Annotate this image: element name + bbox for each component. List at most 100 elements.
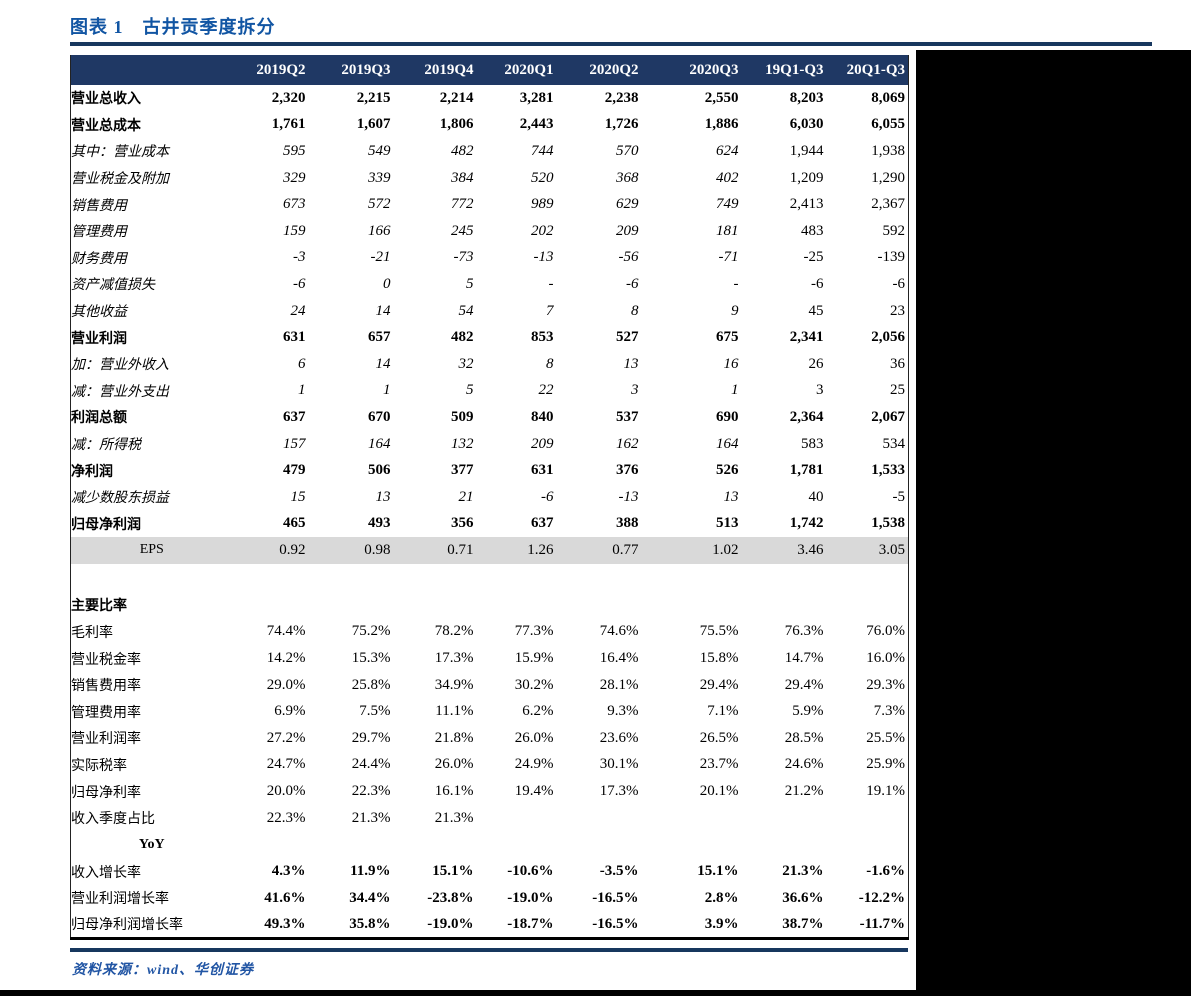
cell-value: 17.3% (599, 783, 639, 800)
cell-value: 29.0% (266, 676, 306, 693)
table-row: 减：所得税 157 164 132 209 162 164 583 534 (71, 431, 909, 458)
cell-value: 21.3% (782, 863, 824, 880)
cell-value: -6 (541, 488, 554, 505)
table-row: 销售费用率 29.0% 25.8% 34.9% 30.2% 28.1% 29.4% 29.4%… (71, 672, 909, 699)
cell-value: -16.5% (592, 915, 639, 932)
cell-value: 1.26 (527, 541, 554, 558)
cell-value: 16.4% (599, 650, 639, 667)
cell-value: 25 (890, 382, 905, 399)
cell-value: 384 (451, 169, 474, 186)
cell-value: 744 (531, 142, 554, 159)
cell-value: 157 (283, 435, 306, 452)
cell-value: 26 (808, 355, 824, 372)
section-header-row: 主要比率 (71, 592, 909, 619)
cell-value (233, 831, 309, 858)
cell-value: 2,238 (604, 89, 639, 106)
cell-value: 629 (616, 196, 639, 213)
column-header: 2019Q4 (424, 61, 474, 78)
cell-value: 482 (451, 329, 474, 346)
cell-value: 2,550 (704, 89, 739, 106)
cell-value: 0.92 (279, 541, 306, 558)
cell-value: 6.9% (274, 703, 306, 720)
table-row: 管理费用率 6.9% 7.5% 11.1% 6.2% 9.3% 7.1% 5.9% 7.3% (71, 698, 909, 725)
cell-value: 45 (808, 302, 824, 319)
cell-value: 7.3% (873, 703, 905, 720)
cell-value: 1,938 (871, 142, 905, 159)
cell-value: 2,367 (871, 196, 905, 213)
cell-value: 356 (451, 515, 474, 532)
cell-value: -6 (811, 275, 824, 292)
cell-value: 1,944 (789, 142, 824, 159)
table-row: 加：营业外收入 6 14 32 8 13 16 26 36 (71, 351, 909, 378)
cell-value (557, 592, 642, 619)
column-header: 2019Q3 (341, 61, 391, 78)
cell-value: 549 (368, 142, 391, 159)
cell-value: 631 (531, 462, 554, 479)
cell-value: 11.1% (435, 703, 474, 720)
cell-value: 482 (451, 142, 474, 159)
cell-value: 572 (368, 196, 391, 213)
cell-value: 506 (368, 462, 391, 479)
column-header: 2020Q1 (504, 61, 554, 78)
row-label: 毛利率 (71, 625, 113, 641)
cell-value: 1,538 (871, 515, 905, 532)
cell-value: 0 (383, 275, 391, 292)
cell-value: 1,761 (271, 116, 306, 133)
cell-value: 34.9% (434, 676, 474, 693)
cell-value (309, 592, 394, 619)
cell-value: 1.02 (712, 541, 739, 558)
row-label: 减：所得税 (71, 438, 141, 454)
cell-value: 592 (882, 222, 906, 239)
cell-value: 8,203 (789, 89, 824, 106)
cell-value (477, 831, 557, 858)
cell-value: 77.3% (514, 623, 554, 640)
cell-value: 36 (890, 355, 905, 372)
cell-value: 989 (531, 196, 554, 213)
cell-value: -3.5% (599, 863, 639, 880)
row-label: EPS (139, 542, 164, 558)
table-row: 管理费用 159 166 245 202 209 181 483 592 (71, 218, 909, 245)
cell-value: 624 (716, 142, 739, 159)
spacer-row (71, 564, 909, 592)
cell-value: 14.2% (266, 650, 306, 667)
cell-value: 690 (716, 408, 739, 425)
column-header: 19Q1-Q3 (765, 61, 824, 78)
cell-value: 637 (531, 515, 554, 532)
cell-value: 24.6% (784, 756, 824, 773)
cell-value: -11.7% (859, 915, 905, 932)
cell-value: 402 (716, 169, 739, 186)
cell-value: 26.5% (699, 729, 739, 746)
cell-value: 749 (716, 196, 739, 213)
cell-value: 2,056 (871, 329, 905, 346)
cell-value (827, 831, 909, 858)
cell-value: 772 (451, 196, 474, 213)
cell-value: 2,443 (519, 116, 554, 133)
table-row: 减：营业外支出 1 1 5 22 3 1 3 25 (71, 378, 909, 405)
cell-value: 26.0% (434, 756, 474, 773)
spacer-cell (71, 564, 909, 592)
cell-value: -73 (453, 249, 474, 266)
cell-value: 527 (616, 329, 639, 346)
cell-value: -56 (618, 249, 639, 266)
row-label: 归母净利润 (71, 517, 141, 533)
cell-value: 17.3% (434, 650, 474, 667)
cell-value: 631 (283, 329, 306, 346)
row-label: 净利润 (71, 464, 113, 480)
cell-value: 166 (368, 222, 391, 239)
page-background (0, 0, 916, 990)
cell-value: 30.2% (514, 676, 554, 693)
row-label: 财务费用 (71, 251, 127, 267)
cell-value: 0.71 (447, 541, 474, 558)
cell-value: -18.7% (507, 915, 554, 932)
cell-value: 15.1% (432, 863, 474, 880)
table-row: 营业利润增长率 41.6% 34.4% -23.8% -19.0% -16.5% 2.8% 3… (71, 885, 909, 912)
cell-value: 1,209 (789, 169, 824, 186)
cell-value: 2,364 (789, 408, 824, 425)
cell-value: 513 (716, 515, 739, 532)
cell-value: 376 (616, 462, 639, 479)
cell-value: 657 (368, 329, 391, 346)
cell-value: 29.7% (351, 729, 391, 746)
cell-value (642, 805, 742, 832)
row-label: 主要比率 (71, 599, 127, 615)
cell-value: -23.8% (427, 889, 474, 906)
